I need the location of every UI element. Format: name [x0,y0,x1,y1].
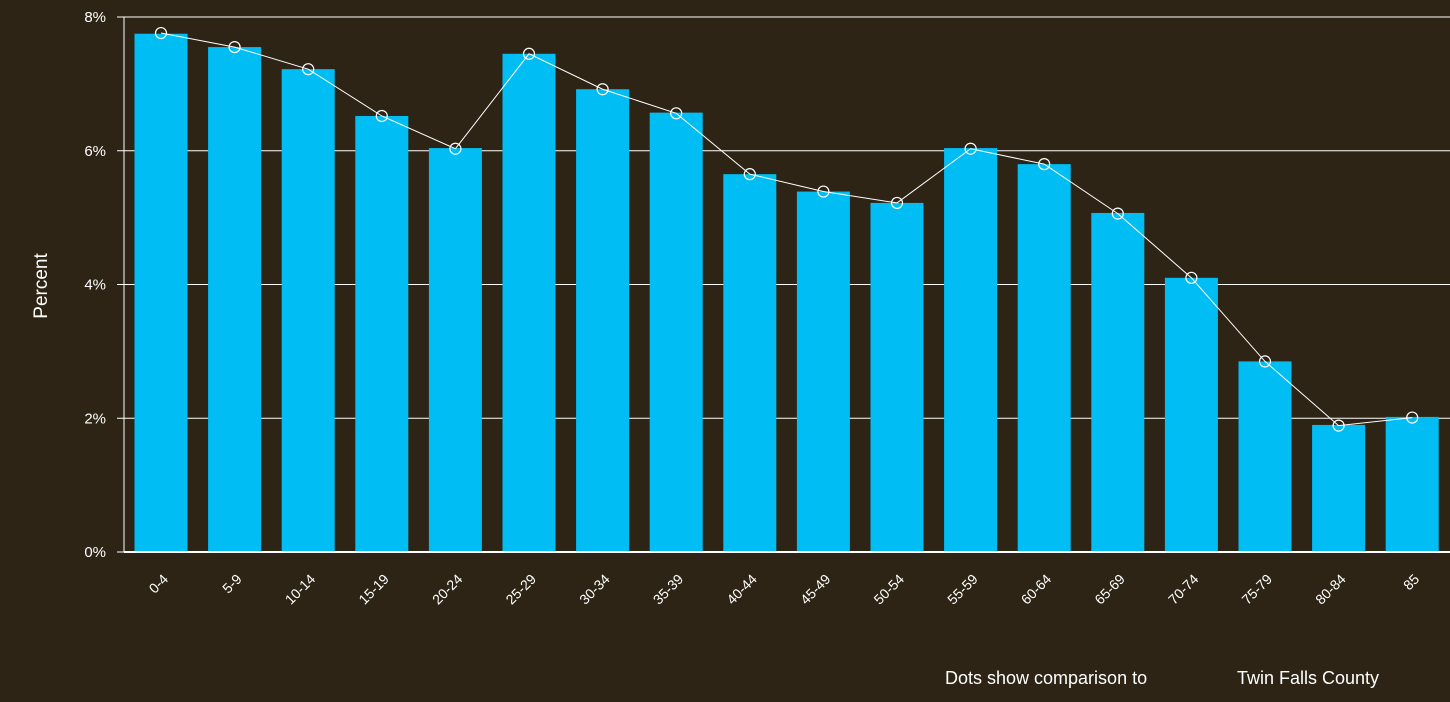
y-axis-label: Percent [31,253,52,319]
bar [1238,361,1292,552]
comparison-dot [1406,411,1419,424]
y-tick-label: 6% [84,143,106,160]
bar [428,148,482,552]
bar [944,148,998,552]
bar [1091,212,1145,552]
comparison-dot [228,40,241,54]
bar [796,191,850,552]
comparison-area-selector[interactable]: Twin Falls County [1237,668,1380,688]
bar [281,69,335,552]
x-tick-label: 40-44 [723,571,760,608]
bar [1017,164,1071,552]
bar [870,202,924,552]
x-tick-label: 45-49 [797,571,834,608]
x-tick-label: 5-9 [219,571,245,597]
x-tick-label: 25-29 [502,571,539,608]
x-tick-label: 0-4 [145,571,171,597]
x-tick-label: 10-14 [282,571,319,608]
comparison-dot [670,107,683,120]
bar [502,53,556,552]
comparison-dot [302,63,315,76]
comparison-dot [449,142,462,155]
comparison-dot [596,83,609,96]
x-tick-label: 30-34 [576,571,613,608]
x-tick-label: 65-69 [1091,571,1128,608]
x-tick-label: 55-59 [944,571,981,608]
x-tick-label: 75-79 [1238,571,1275,608]
x-tick-label: 60-64 [1018,571,1055,608]
y-tick-label: 0% [84,544,106,561]
y-tick-labels: 0% 2% 4% 6% 8% [84,9,106,561]
x-tick-label: 35-39 [650,571,687,608]
bars [134,33,1439,552]
bar [1312,424,1366,552]
comparison-line [160,32,1413,427]
comparison-dot [154,26,168,40]
comparison-dot [1185,271,1198,284]
x-tick-label: 70-74 [1165,571,1202,608]
comparison-dot [1258,355,1272,368]
x-tick-label: 20-24 [429,571,466,608]
bar [1164,277,1218,552]
bar [208,47,262,552]
x-tick-labels: 0-4 5-9 10-14 15-19 20-24 25-29 30-34 35-39 40-4… [145,571,1422,608]
bar [355,115,409,552]
y-tick-label: 4% [84,277,106,294]
x-tick-label: 80-84 [1312,571,1349,608]
bar [1385,416,1439,552]
comparison-dot [1038,158,1051,171]
comparison-dot [522,47,536,60]
comparison-note: Dots show comparison to [945,668,1148,688]
x-tick-label: 15-19 [355,571,392,608]
comparison-dot [964,142,977,155]
comparison-dot [1111,207,1124,220]
grid-lines [117,16,1450,553]
bar [649,112,703,552]
y-tick-label: 8% [84,9,106,26]
bar [134,33,188,552]
comparison-dot [890,196,904,210]
x-tick-label: 50-54 [870,571,907,608]
comparison-dot [743,168,756,181]
comparison-dot [1332,419,1345,432]
comparison-dot [375,109,388,123]
x-tick-label: 85 [1400,571,1422,593]
comparison-dot [817,185,830,198]
bar [576,89,630,552]
comparison-series [154,26,1419,432]
bar [723,174,777,552]
y-tick-label: 2% [84,410,106,427]
